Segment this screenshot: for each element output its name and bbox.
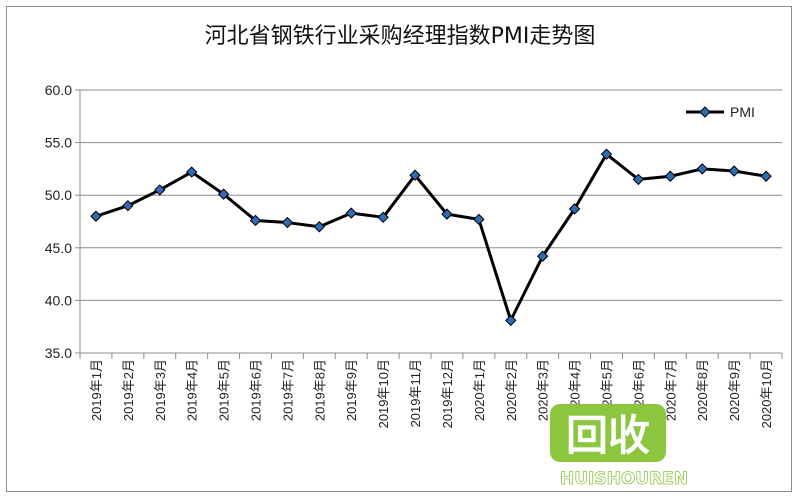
data-point-marker [728,165,740,177]
x-tick-label: 2020年2月 [504,359,519,421]
data-point-marker [313,221,326,233]
data-point-marker [505,314,517,327]
x-tick-label: 2019年11月 [408,359,423,427]
y-tick-label: 50.0 [45,187,72,203]
x-tick-label: 2019年12月 [440,359,455,428]
series-line-pmi [95,152,767,322]
x-tick-label: 2019年7月 [280,359,295,421]
y-tick-labels: 60.0 55.0 50.0 45.0 40.0 35.0 [45,82,72,361]
data-point-marker [409,169,421,181]
x-tick-label: 2020年3月 [536,359,551,421]
y-tick-label: 60.0 [45,82,72,98]
series-layer [90,148,772,327]
x-tick-label: 2019年8月 [312,359,327,421]
x-tick-label: 2019年4月 [185,359,200,421]
y-tick-label: 45.0 [45,240,72,256]
x-tick-label: 2019年3月 [153,359,168,421]
huishouren-watermark: 回收 HUISHOUREN [550,404,688,488]
data-point-marker [536,250,549,262]
watermark-brand-text: HUISHOUREN [560,469,688,488]
x-tick-label: 2020年8月 [695,359,710,421]
chart-title: 河北省钢铁行业采购经理指数PMI走势图 [204,24,596,49]
y-tick-label: 40.0 [45,292,72,308]
x-tick-label: 2019年10月 [376,359,391,428]
data-point-marker [154,184,166,196]
data-point-marker [696,163,708,175]
data-point-marker [345,207,357,219]
data-point-marker [568,203,581,215]
data-point-marker [249,214,262,227]
axes [75,89,783,359]
data-point-marker [281,216,294,229]
x-tick-label: 2019年9月 [344,359,359,421]
data-point-marker [185,166,198,178]
data-point-marker [473,213,485,226]
x-tick-label: 2019年1月 [89,359,104,421]
data-point-marker [377,211,389,223]
x-tick-labels: 2019年1月 2019年2月 2019年3月 2019年4月 2019年5月 2019年… [89,359,774,428]
data-point-marker [217,188,230,200]
data-point-marker [632,173,645,186]
x-tick-label: 2019年6月 [249,359,264,421]
legend: PMI [686,104,755,120]
legend-marker [699,106,711,118]
data-point-marker [760,170,772,182]
legend-label: PMI [730,104,755,120]
y-tick-label: 35.0 [45,345,72,361]
data-point-marker [441,208,453,220]
watermark-logo-box [550,404,666,462]
x-tick-label: 2020年1月 [472,359,487,421]
x-tick-label: 2020年7月 [663,359,678,421]
x-tick-label: 2020年10月 [759,359,774,428]
x-tick-label: 2020年9月 [727,359,742,421]
x-tick-label: 2019年2月 [121,359,136,421]
x-tick-label: 2019年5月 [217,359,232,421]
data-point-marker [664,170,677,182]
watermark-logo-text: 回收 [566,411,650,460]
data-point-marker [90,210,102,222]
y-tick-label: 55.0 [45,135,72,151]
data-point-marker [600,148,613,160]
data-point-marker [122,200,134,212]
